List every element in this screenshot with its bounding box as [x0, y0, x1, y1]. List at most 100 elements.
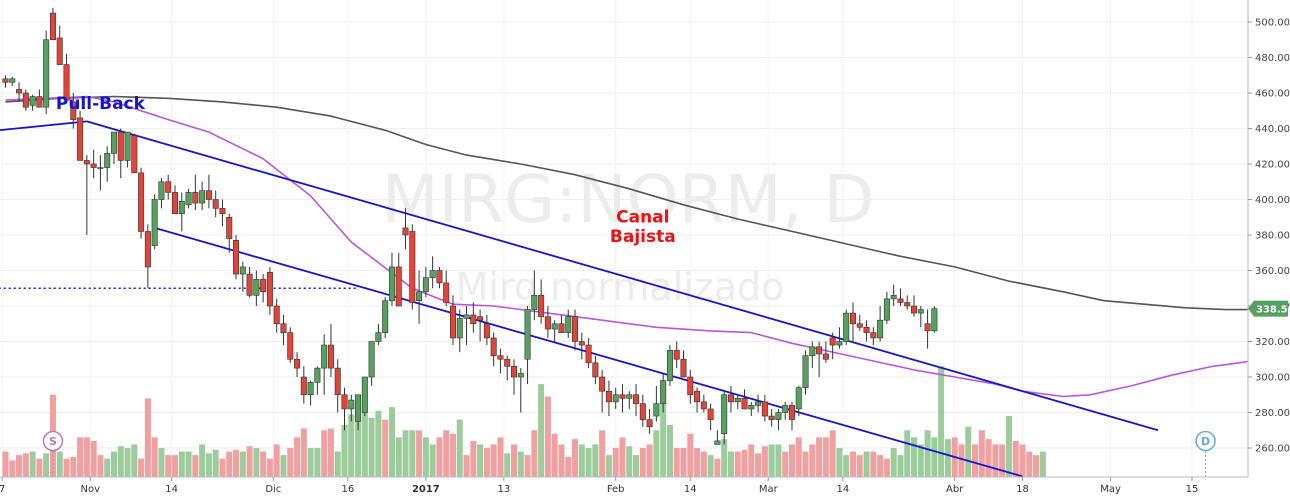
volume-bar — [551, 433, 558, 477]
candle-body — [49, 12, 56, 41]
volume-bar — [124, 448, 131, 477]
candle — [904, 295, 911, 310]
candle-body — [456, 318, 463, 339]
volume-bar — [707, 455, 714, 477]
candle-body — [761, 401, 768, 417]
candle-body — [565, 316, 572, 333]
candle-body — [138, 172, 145, 232]
volume-bar — [1019, 444, 1026, 477]
volume-bar — [212, 449, 219, 477]
candle-body — [233, 240, 240, 275]
candle — [16, 82, 23, 102]
candle — [470, 302, 477, 333]
candle-body — [260, 279, 267, 293]
candle — [280, 314, 287, 346]
candle — [321, 334, 328, 395]
candle — [368, 341, 375, 386]
x-tick-label: 7 — [0, 484, 5, 495]
candle — [633, 384, 640, 417]
y-tick-label: 480.00 — [1255, 53, 1290, 64]
candle — [355, 394, 362, 431]
volume-bar — [822, 437, 829, 477]
candle-body — [9, 78, 16, 83]
candle-body — [36, 96, 43, 108]
candle — [334, 359, 341, 413]
candle-body — [43, 39, 50, 108]
x-tick-label: May — [1100, 484, 1121, 495]
volume-bar — [802, 451, 809, 477]
candle — [131, 133, 138, 174]
volume-bar — [90, 440, 97, 477]
candle-body — [422, 277, 429, 293]
candle — [327, 323, 334, 377]
volume-bar — [36, 458, 43, 477]
candle-body — [104, 153, 111, 168]
volume-bar — [897, 455, 904, 477]
candle — [707, 403, 714, 431]
volume-bar — [843, 455, 850, 477]
candle-body — [551, 323, 558, 330]
volume-bar — [144, 398, 151, 477]
candle — [599, 369, 606, 413]
candle-body — [680, 358, 687, 378]
candle — [680, 350, 687, 378]
volume-bar — [958, 444, 965, 477]
candle — [348, 394, 355, 422]
volume-bar — [375, 410, 382, 477]
volume-bar — [768, 444, 775, 477]
volume-bar — [856, 455, 863, 477]
volume-bar — [314, 448, 321, 477]
volume-bar — [978, 430, 985, 477]
candle-body — [748, 405, 755, 410]
volume-bar — [531, 430, 538, 477]
volume-bar — [578, 444, 585, 477]
candle — [29, 94, 36, 111]
volume-bar — [456, 419, 463, 477]
candle-body — [110, 131, 117, 154]
candle-body — [90, 163, 97, 168]
candle — [755, 394, 762, 413]
volume-bar — [77, 437, 84, 477]
candle-body — [382, 300, 389, 333]
y-tick-label: 440.00 — [1255, 124, 1290, 135]
candle-body — [368, 341, 375, 378]
candle — [768, 408, 775, 427]
candle-body — [395, 266, 402, 307]
watermark-symbol: MIRG:NORM, D — [382, 161, 875, 238]
candle — [836, 327, 843, 349]
volume-bar — [70, 456, 77, 477]
candle-body — [836, 341, 843, 346]
candle — [619, 384, 626, 413]
candle — [246, 266, 253, 298]
volume-bar — [9, 460, 16, 477]
volume-bar — [246, 446, 253, 477]
volume-bar — [863, 451, 870, 477]
event-marker-circle — [42, 430, 64, 452]
candle — [158, 178, 165, 209]
candle — [307, 380, 314, 406]
candle-body — [788, 405, 795, 420]
candle-body — [361, 376, 368, 413]
volume-bar — [626, 446, 633, 477]
volume-bar — [287, 448, 294, 477]
volume-bar — [992, 444, 999, 477]
candle — [524, 306, 531, 385]
candle-body — [510, 366, 517, 378]
candle-body — [639, 403, 646, 420]
volume-bar — [890, 448, 897, 477]
y-tick-label: 300.00 — [1255, 373, 1290, 384]
volume-bar — [673, 448, 680, 477]
volume-bar — [788, 444, 795, 477]
volume-bar — [97, 455, 104, 477]
candle-body — [436, 270, 443, 284]
volume-bar — [870, 451, 877, 477]
annotation-label: Bajista — [610, 227, 676, 247]
candle — [300, 366, 307, 404]
event-marker-circle — [1195, 430, 1216, 452]
candle-body — [77, 117, 84, 161]
volume-bar — [151, 437, 158, 477]
candle — [83, 155, 90, 235]
candle — [897, 288, 904, 306]
volume-bar — [294, 437, 301, 477]
